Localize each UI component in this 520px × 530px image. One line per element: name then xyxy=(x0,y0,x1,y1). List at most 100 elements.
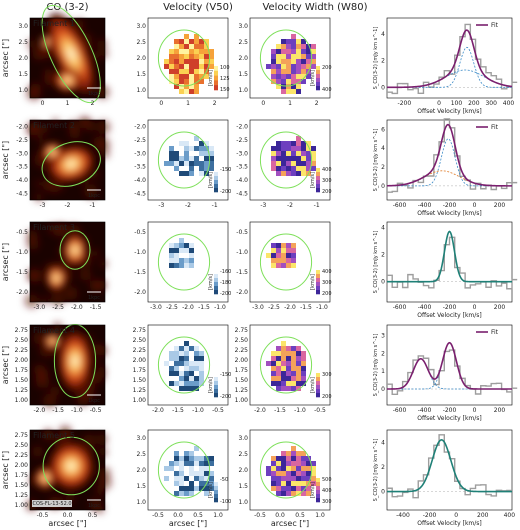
colorbar-segment xyxy=(316,494,320,499)
map-pixel xyxy=(189,171,194,176)
map-pixel xyxy=(189,476,194,481)
y-tick-label: 4 xyxy=(381,439,385,446)
map-pixel xyxy=(286,161,291,166)
map-pixel xyxy=(306,59,311,64)
map-pixel xyxy=(281,69,286,74)
co-noise xyxy=(36,135,45,143)
map-pixel xyxy=(179,166,184,171)
map-pixel xyxy=(296,166,301,171)
map-pixel xyxy=(291,69,296,74)
x-tick-label: -1.0 xyxy=(316,304,328,311)
map-pixel xyxy=(291,491,296,496)
colorbar-unit: [km/s] xyxy=(310,482,316,498)
map-pixel xyxy=(271,356,276,361)
y-axis-label: arcsec ["] xyxy=(1,39,10,77)
map-pixel xyxy=(189,54,194,59)
x-tick-label: 200 xyxy=(477,512,489,519)
y-axis-label: arcsec ["] xyxy=(1,141,10,179)
map-pixel xyxy=(189,39,194,44)
y-tick-label: 2.5 xyxy=(136,39,146,46)
map-pixel xyxy=(184,54,189,59)
map-pixel xyxy=(174,263,179,268)
map-pixel xyxy=(271,49,276,54)
map-pixel xyxy=(194,74,199,79)
map-pixel xyxy=(291,151,296,156)
map-pixel xyxy=(199,481,204,486)
x-tick-label: -2.5 xyxy=(52,304,64,311)
map-pixel xyxy=(291,243,296,248)
y-tick-label: 2 xyxy=(381,58,385,65)
co-emission xyxy=(26,425,112,514)
x-tick-label: 0.0 xyxy=(173,512,183,519)
map-pixel xyxy=(174,376,179,381)
map-pixel xyxy=(311,44,316,49)
colorbar-segment xyxy=(316,381,320,386)
colorbar-tick: 125 xyxy=(220,76,230,82)
x-tick-label: 0 xyxy=(41,100,45,107)
x-tick-label: 2 xyxy=(213,100,217,107)
map-pixel xyxy=(179,49,184,54)
map-pixel xyxy=(189,161,194,166)
scalebar-label: 1kpc xyxy=(88,295,100,301)
colorbar-tick: 300 xyxy=(322,499,332,505)
map-pixel xyxy=(291,346,296,351)
map-pixel xyxy=(281,356,286,361)
x-tick-label: -1 xyxy=(314,202,320,209)
map-pixel xyxy=(184,346,189,351)
map-pixel xyxy=(306,49,311,54)
co-contour xyxy=(59,230,91,270)
colorbar-tick: 500 xyxy=(322,477,332,483)
x-tick-label: -1.0 xyxy=(192,407,204,414)
map-pixel xyxy=(184,89,189,94)
colorbar-segment xyxy=(316,282,320,287)
map-pixel xyxy=(271,371,276,376)
map-pixel xyxy=(179,356,184,361)
map-pixel xyxy=(164,59,169,64)
x-tick-label: -400 xyxy=(418,304,432,311)
map-pixel xyxy=(291,59,296,64)
map-pixel xyxy=(306,476,311,481)
map-pixel xyxy=(291,486,296,491)
x-tick-label: -200 xyxy=(443,407,457,414)
colorbar-segment xyxy=(214,184,218,189)
map-pixel xyxy=(301,451,306,456)
map-pixel xyxy=(174,248,179,253)
map-pixel xyxy=(286,371,291,376)
map-pixel xyxy=(169,361,174,366)
co-noise xyxy=(29,269,43,283)
map-pixel xyxy=(306,64,311,69)
map-pixel xyxy=(301,49,306,54)
colorbar-segment xyxy=(214,176,218,181)
colorbar-tick: 200 xyxy=(322,65,332,71)
map-pixel xyxy=(286,356,291,361)
map-pixel xyxy=(189,346,194,351)
co-noise xyxy=(43,72,57,86)
map-pixel xyxy=(301,74,306,79)
colorbar-segment xyxy=(316,278,320,283)
y-tick-label: 2.25 xyxy=(15,347,29,354)
inset-label-bg xyxy=(32,500,72,507)
map-pixel xyxy=(291,44,296,49)
col-title-v50: Velocity (V50) xyxy=(163,2,233,13)
map-pixel xyxy=(184,258,189,263)
map-pixel xyxy=(194,84,199,89)
map-pixel xyxy=(199,59,204,64)
y-axis-label: S_CO(3-2) [mJy km s^-1] xyxy=(373,439,379,502)
map-pixel xyxy=(281,49,286,54)
co-noise xyxy=(99,259,108,268)
map-pixel xyxy=(286,451,291,456)
map-pixel xyxy=(276,351,281,356)
legend-label: Fit xyxy=(491,22,499,29)
colorbar-unit: [km/s] xyxy=(310,274,316,290)
map-pixel xyxy=(174,346,179,351)
map-pixel xyxy=(174,476,179,481)
map-pixel xyxy=(286,366,291,371)
y-tick-label: -3.0 xyxy=(134,150,146,157)
map-pixel xyxy=(169,476,174,481)
x-tick-label: -200 xyxy=(443,202,457,209)
map-pixel xyxy=(296,461,301,466)
co-noise xyxy=(27,238,40,250)
x-tick-label: 100 xyxy=(451,100,463,107)
map-pixel xyxy=(189,49,194,54)
y-axis-label: arcsec ["] xyxy=(1,346,10,384)
